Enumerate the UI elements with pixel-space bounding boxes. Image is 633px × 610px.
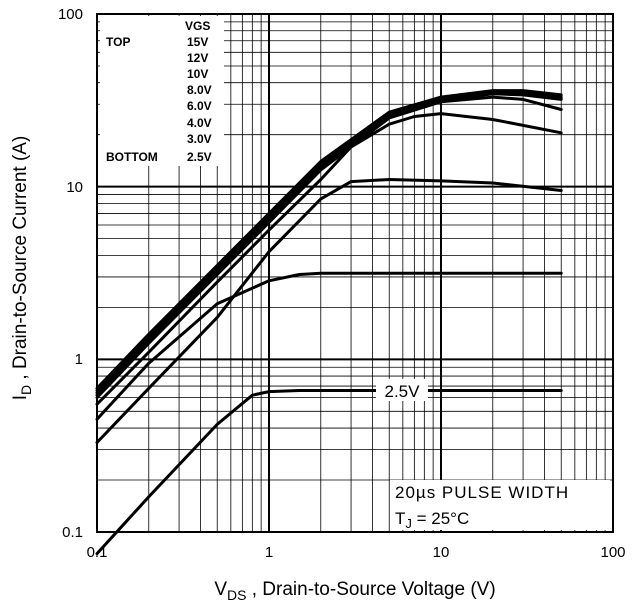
x-axis-title-main: V bbox=[214, 579, 227, 600]
plot-frame bbox=[96, 13, 614, 533]
legend-entry-0: 15V bbox=[187, 35, 208, 49]
legend-entry-2: 10V bbox=[187, 67, 208, 81]
x-tick-label-3: 100 bbox=[600, 544, 625, 561]
y-axis-title-main: I bbox=[10, 395, 31, 400]
annotation-temp-rest: = 25°C bbox=[412, 509, 469, 528]
series-line-7 bbox=[95, 389, 563, 556]
legend-entry-4: 6.0V bbox=[187, 99, 212, 113]
y-tick-label-3: 100 bbox=[58, 6, 83, 23]
legend-bottom-label: BOTTOM bbox=[106, 150, 158, 164]
y-tick-label-2: 10 bbox=[66, 179, 83, 196]
y-axis-title-rest: , Drain-to-Source Current (A) bbox=[10, 136, 31, 385]
x-tick-label-1: 1 bbox=[265, 544, 273, 561]
data-series-group bbox=[95, 89, 563, 556]
y-axis-title-sub: D bbox=[18, 385, 34, 395]
annotation-temperature: TJ = 25°C bbox=[395, 509, 469, 531]
curve-label-background bbox=[376, 379, 428, 401]
legend-header: VGS bbox=[185, 19, 210, 33]
legend-entry-3: 8.0V bbox=[187, 83, 212, 97]
legend-entry-1: 12V bbox=[187, 51, 208, 65]
series-line-8 bbox=[95, 271, 563, 421]
x-axis-title-sub: DS bbox=[227, 587, 246, 603]
legend-top-label: TOP bbox=[106, 35, 130, 49]
legend: VGS TOP 15V 12V 10V 8.0V 6.0V 4.0V 3.0V … bbox=[100, 16, 224, 166]
curve-label-2.5v: 2.5V bbox=[376, 379, 428, 401]
y-tick-label-0: 0.1 bbox=[62, 524, 83, 541]
x-axis-title: VDS , Drain-to-Source Voltage (V) bbox=[214, 579, 495, 603]
x-tick-label-0: 0.1 bbox=[87, 544, 108, 561]
x-tick-label-2: 10 bbox=[433, 544, 450, 561]
series-line-6 bbox=[95, 178, 563, 444]
legend-background bbox=[100, 16, 224, 166]
annotation-pulse-width: 20µs PULSE WIDTH bbox=[395, 483, 569, 502]
legend-entry-5: 4.0V bbox=[187, 116, 212, 130]
annotation-temp-main: T bbox=[395, 509, 405, 528]
curve-label-text: 2.5V bbox=[385, 382, 421, 401]
series-line-2 bbox=[95, 91, 563, 395]
legend-entry-6: 3.0V bbox=[187, 132, 212, 146]
x-axis-title-rest: , Drain-to-Source Voltage (V) bbox=[246, 579, 495, 600]
annotation-background bbox=[390, 480, 610, 530]
condition-annotation: 20µs PULSE WIDTH TJ = 25°C bbox=[390, 480, 610, 531]
series-line-5 bbox=[95, 112, 563, 406]
y-tick-label-1: 1 bbox=[75, 351, 83, 368]
y-axis-title: ID , Drain-to-Source Current (A) bbox=[10, 136, 34, 401]
legend-entry-7: 2.5V bbox=[187, 150, 212, 164]
annotation-temp-sub: J bbox=[405, 516, 412, 531]
